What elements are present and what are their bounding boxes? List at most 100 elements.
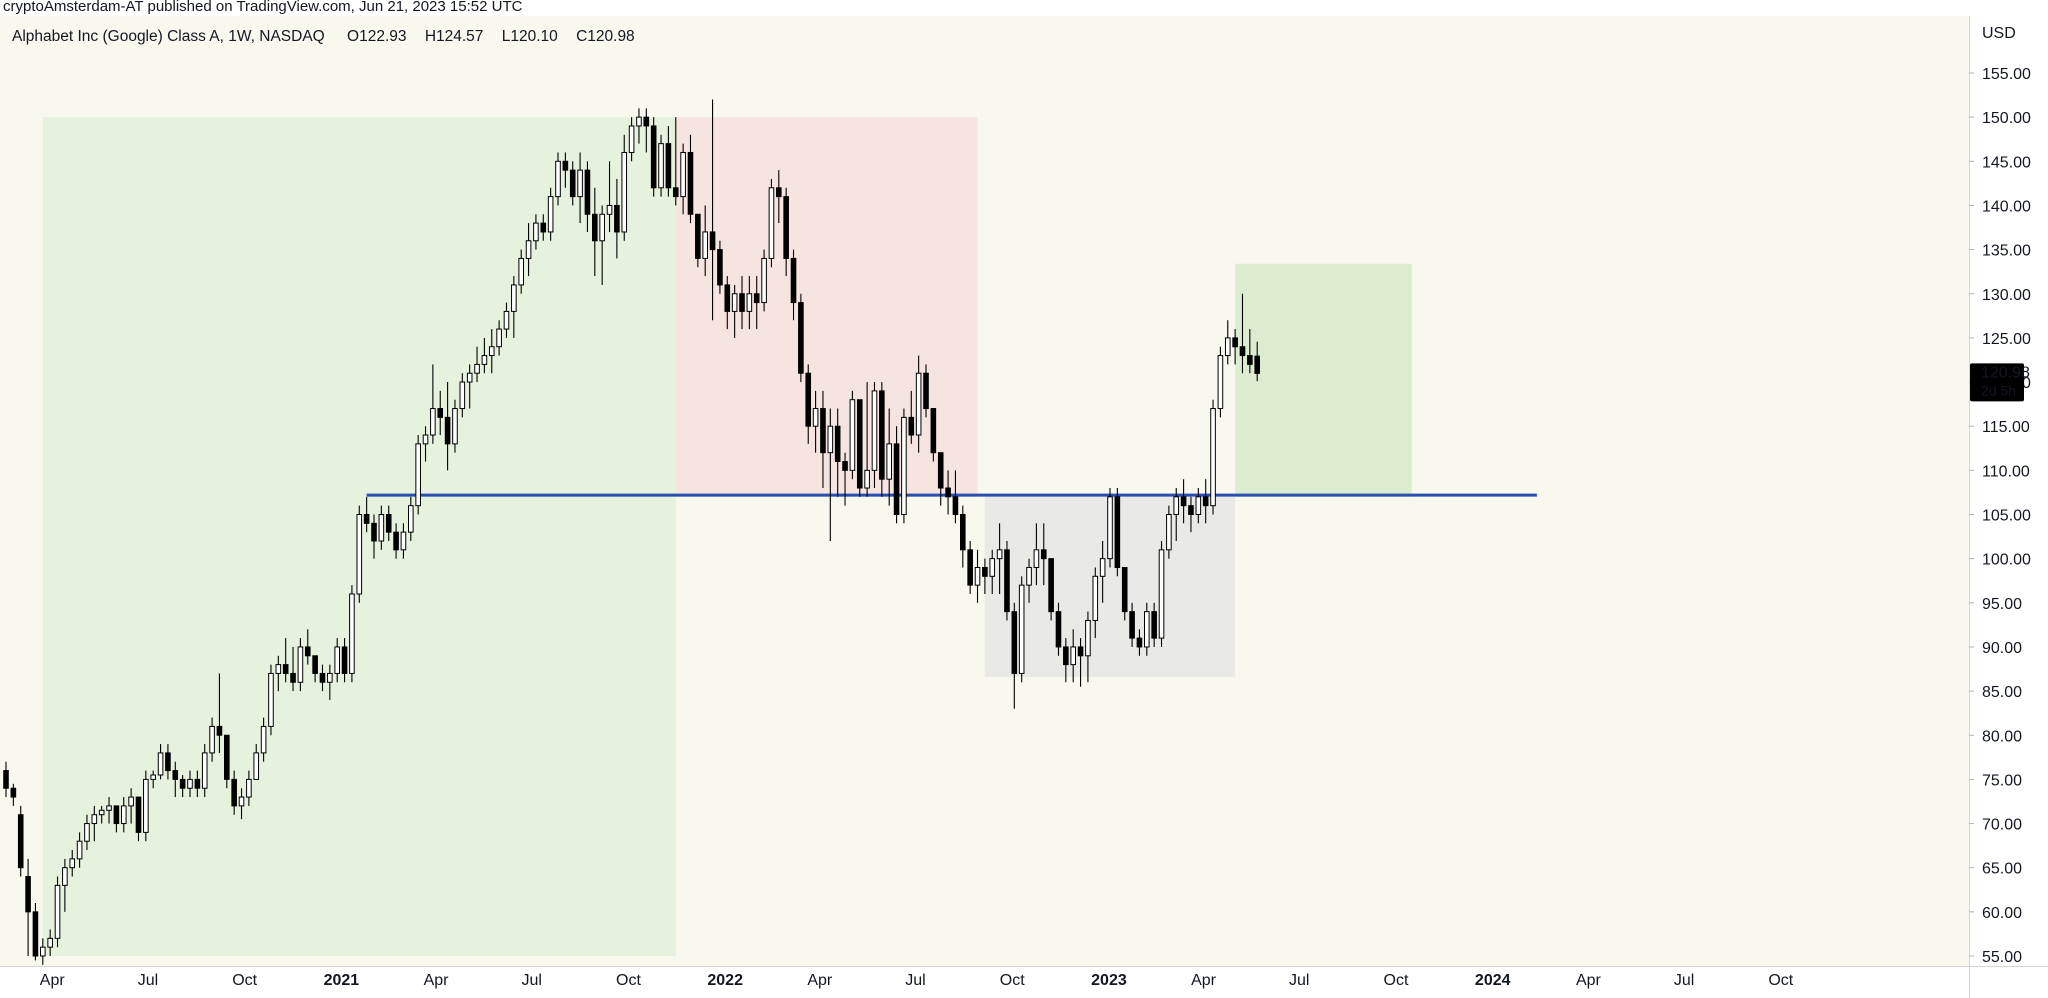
candle-120[interactable] bbox=[886, 408, 893, 506]
candle-66[interactable] bbox=[488, 329, 495, 374]
candle-113[interactable] bbox=[834, 408, 841, 497]
candle-23[interactable] bbox=[172, 761, 179, 798]
candle-33[interactable] bbox=[246, 770, 252, 806]
candle-125[interactable] bbox=[923, 364, 929, 418]
candle-3[interactable] bbox=[25, 858, 31, 956]
candle-2[interactable] bbox=[17, 805, 24, 877]
candle-122[interactable] bbox=[901, 408, 907, 524]
candle-72[interactable] bbox=[533, 214, 539, 250]
candle-111[interactable] bbox=[820, 390, 826, 489]
candle-158[interactable] bbox=[1166, 505, 1172, 559]
candle-167[interactable] bbox=[1232, 329, 1238, 365]
candle-15[interactable] bbox=[113, 805, 120, 833]
candle-153[interactable] bbox=[1129, 602, 1135, 647]
candle-14[interactable] bbox=[106, 797, 112, 824]
candle-89[interactable] bbox=[658, 134, 664, 197]
candle-9[interactable] bbox=[69, 850, 76, 877]
candle-161[interactable] bbox=[1188, 496, 1194, 533]
candle-152[interactable] bbox=[1121, 566, 1128, 621]
candle-129[interactable] bbox=[952, 470, 959, 524]
candle-56[interactable] bbox=[415, 435, 421, 515]
time-axis[interactable]: Apr Jul Oct 2021 Apr Jul Oct 2022 Apr Jul Oct 2023 A… bbox=[40, 972, 1794, 989]
candle-25[interactable] bbox=[187, 770, 193, 798]
candle-65[interactable] bbox=[481, 337, 488, 374]
candle-132[interactable] bbox=[974, 549, 981, 603]
candle-147[interactable] bbox=[1085, 611, 1091, 683]
candle-18[interactable] bbox=[135, 796, 142, 842]
candle-165[interactable] bbox=[1217, 346, 1224, 418]
candle-100[interactable] bbox=[739, 276, 745, 330]
candle-103[interactable] bbox=[761, 249, 767, 312]
candle-57[interactable] bbox=[422, 426, 429, 462]
candle-83[interactable] bbox=[614, 178, 620, 259]
candle-20[interactable] bbox=[150, 770, 156, 789]
candle-13[interactable] bbox=[98, 805, 105, 824]
candle-30[interactable] bbox=[224, 734, 230, 789]
candlestick-chart-svg[interactable]: USD 55.00 60.00 65.00 70.00 75.00 80.00 85.00 9… bbox=[0, 16, 2048, 998]
candle-80[interactable] bbox=[592, 187, 598, 277]
candle-45[interactable] bbox=[334, 638, 340, 683]
candle-97[interactable] bbox=[717, 240, 723, 294]
candle-49[interactable] bbox=[363, 496, 370, 533]
candle-115[interactable] bbox=[849, 390, 856, 480]
candle-17[interactable] bbox=[128, 788, 134, 824]
candle-82[interactable] bbox=[606, 161, 613, 232]
candle-154[interactable] bbox=[1136, 629, 1143, 656]
candle-159[interactable] bbox=[1173, 488, 1180, 541]
candle-104[interactable] bbox=[768, 178, 775, 268]
candle-19[interactable] bbox=[143, 770, 149, 842]
price-axis[interactable]: USD 55.00 60.00 65.00 70.00 75.00 80.00 85.00 9… bbox=[1969, 25, 2031, 966]
candle-84[interactable] bbox=[621, 134, 628, 241]
candle-107[interactable] bbox=[790, 249, 797, 321]
candle-124[interactable] bbox=[915, 355, 922, 453]
candle-76[interactable] bbox=[562, 152, 569, 188]
candle-127[interactable] bbox=[937, 452, 944, 506]
candle-40[interactable] bbox=[297, 638, 304, 692]
candle-118[interactable] bbox=[871, 382, 878, 489]
candle-99[interactable] bbox=[731, 284, 738, 338]
candle-108[interactable] bbox=[798, 293, 804, 383]
candle-26[interactable] bbox=[194, 770, 201, 798]
candle-102[interactable] bbox=[753, 276, 760, 330]
candle-121[interactable] bbox=[893, 426, 900, 524]
candle-74[interactable] bbox=[547, 187, 554, 241]
candle-145[interactable] bbox=[1070, 629, 1077, 683]
candle-143[interactable] bbox=[1055, 602, 1062, 656]
candle-71[interactable] bbox=[525, 223, 532, 277]
candle-96[interactable] bbox=[709, 99, 716, 321]
candle-1[interactable] bbox=[10, 783, 17, 806]
candle-7[interactable] bbox=[54, 876, 61, 948]
candle-135[interactable] bbox=[996, 523, 1003, 594]
candle-170[interactable] bbox=[1254, 341, 1261, 382]
candle-110[interactable] bbox=[812, 390, 819, 453]
candle-11[interactable] bbox=[84, 814, 90, 851]
candle-168[interactable] bbox=[1239, 293, 1246, 374]
candle-149[interactable] bbox=[1099, 540, 1106, 603]
candle-95[interactable] bbox=[702, 205, 709, 277]
candle-24[interactable] bbox=[179, 774, 186, 798]
candle-112[interactable] bbox=[827, 408, 834, 541]
candle-29[interactable] bbox=[216, 673, 223, 753]
candle-144[interactable] bbox=[1063, 638, 1069, 683]
candle-101[interactable] bbox=[746, 276, 753, 330]
candle-73[interactable] bbox=[540, 214, 547, 241]
candle-41[interactable] bbox=[304, 629, 311, 665]
candle-78[interactable] bbox=[577, 152, 583, 224]
candle-38[interactable] bbox=[282, 638, 289, 683]
candle-157[interactable] bbox=[1158, 540, 1165, 647]
candle-35[interactable] bbox=[260, 717, 267, 762]
candle-77[interactable] bbox=[569, 161, 576, 206]
candle-37[interactable] bbox=[275, 655, 282, 692]
candle-54[interactable] bbox=[400, 523, 407, 559]
candle-52[interactable] bbox=[385, 505, 392, 541]
candle-119[interactable] bbox=[879, 382, 885, 497]
candle-148[interactable] bbox=[1092, 567, 1099, 639]
candle-34[interactable] bbox=[253, 744, 260, 780]
candle-151[interactable] bbox=[1114, 488, 1121, 577]
candle-160[interactable] bbox=[1180, 479, 1187, 524]
candle-91[interactable] bbox=[672, 117, 679, 206]
candle-69[interactable] bbox=[511, 276, 517, 338]
candle-86[interactable] bbox=[636, 108, 642, 144]
candle-114[interactable] bbox=[842, 452, 848, 506]
candle-36[interactable] bbox=[268, 664, 274, 736]
